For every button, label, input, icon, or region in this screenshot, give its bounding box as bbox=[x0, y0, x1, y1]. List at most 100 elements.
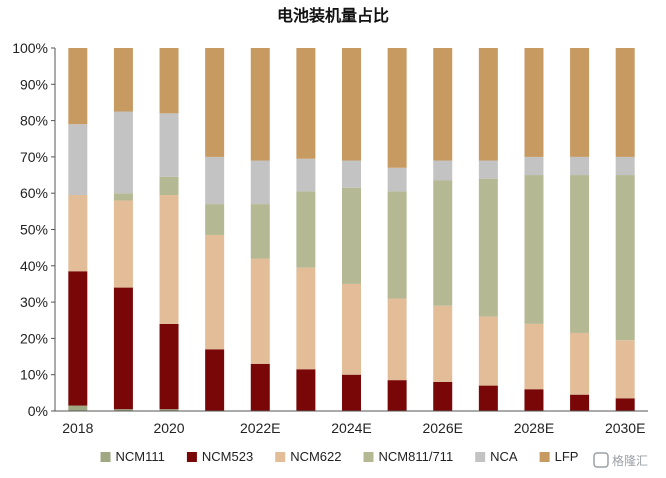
bar-segment-lfp-2028e bbox=[524, 48, 544, 157]
bar-segment-ncm622-2025e bbox=[387, 298, 407, 381]
legend: NCM111 NCM523 NCM622 NCM811/711 NCA LFP bbox=[100, 449, 579, 464]
bar-segment-ncm811-711-2030e bbox=[615, 175, 635, 341]
y-tick-label: 90% bbox=[20, 76, 48, 92]
bar-segment-ncm523-2028e bbox=[524, 389, 544, 411]
x-tick-label: 2020 bbox=[153, 420, 184, 436]
bar-segment-lfp-2026e bbox=[433, 48, 453, 161]
bar-segment-nca-2025e bbox=[387, 167, 407, 192]
bar-segment-ncm523-2018 bbox=[68, 271, 88, 406]
y-tick-label: 50% bbox=[20, 222, 48, 238]
y-tick-label: 10% bbox=[20, 367, 48, 383]
bar-segment-nca-2026e bbox=[433, 160, 453, 181]
legend-swatch-lfp bbox=[539, 452, 550, 462]
legend-swatch-ncm523 bbox=[186, 452, 197, 462]
legend-label: LFP bbox=[555, 449, 579, 464]
bar-segment-ncm622-2019 bbox=[113, 200, 133, 288]
bar-segment-ncm811-711-2025e bbox=[387, 191, 407, 299]
watermark: 格隆汇 bbox=[593, 452, 648, 468]
bar-segment-lfp-2025e bbox=[387, 48, 407, 168]
legend-label: NCM111 bbox=[116, 449, 165, 464]
y-axis: 0% 10% 20% 30% 40% 50% 60% 70% 80% 90% 100% bbox=[12, 40, 56, 419]
bar-segment-lfp-2024e bbox=[342, 48, 361, 161]
bar-segment-ncm523-2027e bbox=[478, 385, 498, 411]
bar-segment-nca-2023e bbox=[296, 158, 316, 192]
chart-title: 电池装机量占比 bbox=[277, 6, 389, 25]
bar-segment-ncm622-2023e bbox=[296, 267, 316, 370]
bar-segment-nca-2021 bbox=[205, 156, 225, 205]
legend-swatch-ncm111 bbox=[100, 452, 111, 462]
bar-segment-ncm523-2024e bbox=[342, 374, 361, 411]
x-tick-label: 2028E bbox=[514, 420, 554, 436]
bar-segment-ncm523-2023e bbox=[296, 369, 316, 411]
bar-segment-nca-2024e bbox=[342, 160, 361, 188]
y-tick-label: 20% bbox=[20, 330, 48, 346]
bar-segment-lfp-2027e bbox=[478, 48, 498, 161]
bar-segment-ncm523-2019 bbox=[113, 287, 133, 410]
bar-segment-nca-2022e bbox=[250, 160, 270, 205]
bar-segment-nca-2019 bbox=[113, 111, 133, 194]
bar-segment-nca-2030e bbox=[615, 156, 635, 176]
bar-segment-ncm523-2026e bbox=[433, 381, 453, 411]
bar-segment-lfp-2020 bbox=[159, 48, 179, 114]
bar-segment-lfp-2022e bbox=[250, 48, 270, 161]
bar-segment-lfp-2021 bbox=[205, 48, 225, 157]
bar-segment-ncm622-2020 bbox=[159, 195, 179, 324]
bar-segment-ncm622-2030e bbox=[615, 340, 635, 399]
bar-segment-ncm111-2018 bbox=[68, 405, 88, 411]
y-tick-label: 100% bbox=[12, 40, 48, 56]
y-tick-label: 70% bbox=[20, 149, 48, 165]
bar-segment-nca-2027e bbox=[478, 160, 498, 179]
watermark-logo-icon bbox=[593, 452, 609, 468]
bar-segment-lfp-2023e bbox=[296, 48, 316, 159]
legend-swatch-nca bbox=[475, 452, 486, 462]
y-tick-label: 60% bbox=[20, 185, 48, 201]
bar-segment-ncm622-2018 bbox=[68, 195, 88, 272]
legend-label: NCM523 bbox=[202, 449, 253, 464]
legend-label: NCM811/711 bbox=[379, 449, 454, 464]
legend-label: NCM622 bbox=[290, 449, 341, 464]
x-tick-label: 2018 bbox=[62, 420, 93, 436]
bar-segment-ncm811-711-2026e bbox=[433, 180, 453, 306]
bar-segment-ncm622-2024e bbox=[342, 283, 361, 375]
x-tick-label: 2026E bbox=[422, 420, 462, 436]
bar-segment-ncm523-2021 bbox=[205, 349, 225, 411]
legend-label: NCA bbox=[490, 449, 518, 464]
bar-segment-ncm111-2020 bbox=[159, 409, 179, 411]
bar-segment-lfp-2030e bbox=[615, 48, 635, 157]
bar-segment-ncm523-2022e bbox=[250, 363, 270, 411]
bar-segment-ncm622-2021 bbox=[205, 234, 225, 350]
bar-segment-lfp-2029e bbox=[570, 48, 590, 157]
bar-segment-ncm622-2028e bbox=[524, 323, 544, 390]
bar-segment-ncm622-2026e bbox=[433, 305, 453, 382]
y-tick-label: 0% bbox=[28, 403, 48, 419]
bars-group bbox=[68, 48, 635, 411]
bar-segment-nca-2029e bbox=[570, 156, 590, 176]
y-tick-label: 40% bbox=[20, 258, 48, 274]
bar-segment-ncm523-2025e bbox=[387, 380, 407, 411]
bar-segment-ncm811-711-2023e bbox=[296, 191, 316, 268]
bar-segment-ncm811-711-2020 bbox=[159, 176, 179, 196]
y-tick-label: 80% bbox=[20, 113, 48, 129]
watermark-text: 格隆汇 bbox=[612, 453, 648, 468]
bar-segment-ncm523-2020 bbox=[159, 323, 179, 410]
bar-segment-ncm622-2022e bbox=[250, 258, 270, 364]
legend-swatch-ncm622 bbox=[275, 452, 286, 462]
bar-segment-nca-2020 bbox=[159, 113, 179, 177]
bar-segment-nca-2028e bbox=[524, 156, 544, 176]
bar-segment-ncm811-711-2027e bbox=[478, 178, 498, 317]
bar-segment-ncm811-711-2022e bbox=[250, 204, 270, 259]
bar-segment-lfp-2019 bbox=[113, 48, 133, 112]
legend-swatch-ncm811-711 bbox=[363, 452, 374, 462]
bar-segment-ncm523-2030e bbox=[615, 398, 635, 411]
bar-segment-ncm622-2029e bbox=[570, 332, 590, 395]
bar-segment-lfp-2018 bbox=[68, 48, 88, 125]
x-tick-label: 2030E bbox=[605, 420, 645, 436]
bar-segment-ncm111-2019 bbox=[113, 409, 133, 411]
bar-segment-ncm811-711-2024e bbox=[342, 187, 361, 284]
bar-segment-ncm811-711-2021 bbox=[205, 204, 225, 235]
bar-segment-ncm622-2027e bbox=[478, 316, 498, 386]
bar-segment-ncm811-711-2029e bbox=[570, 175, 590, 333]
bar-segment-ncm523-2029e bbox=[570, 394, 590, 411]
bar-segment-ncm811-711-2028e bbox=[524, 175, 544, 324]
